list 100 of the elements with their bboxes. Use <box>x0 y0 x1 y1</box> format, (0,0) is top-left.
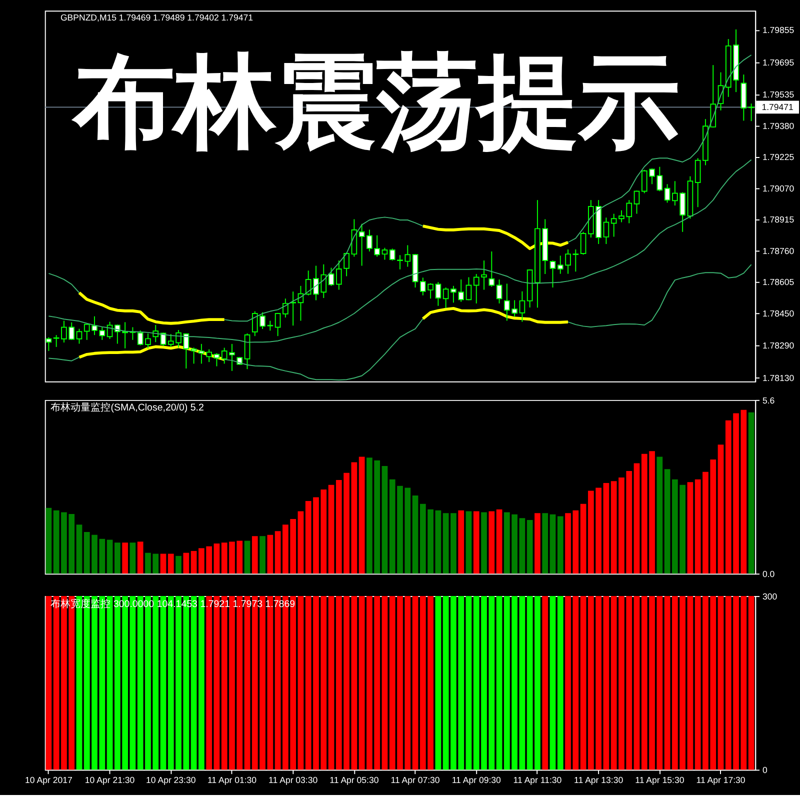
y-tick-label: 1.79225 <box>762 152 794 162</box>
bar <box>114 542 120 574</box>
bar <box>748 412 754 574</box>
y-tick-label: 0 <box>762 765 768 776</box>
bar <box>358 456 365 574</box>
bar <box>122 542 128 574</box>
candlestick <box>488 250 495 288</box>
candlestick <box>382 247 388 260</box>
x-tick-label: 10 Apr 21:30 <box>84 774 135 785</box>
x-tick-label: 11 Apr 03:30 <box>268 774 318 785</box>
bar <box>46 508 52 574</box>
x-tick-label: 10 Apr 23:30 <box>146 774 196 785</box>
bar <box>267 534 274 574</box>
bar <box>160 554 166 574</box>
bar <box>526 520 533 574</box>
bar <box>183 552 190 574</box>
bar <box>106 540 113 574</box>
bar <box>442 513 449 574</box>
bar <box>534 513 540 574</box>
bar <box>580 504 586 574</box>
bar <box>260 536 266 574</box>
bar <box>542 513 548 574</box>
bar <box>718 444 724 574</box>
x-tick-label: 11 Apr 17:30 <box>696 774 746 785</box>
bar <box>488 511 495 574</box>
bar <box>76 524 82 574</box>
bar <box>656 456 663 574</box>
bar <box>466 511 472 574</box>
y-tick-label: 1.78915 <box>762 214 794 225</box>
y-tick-label: 0.0 <box>762 569 775 580</box>
candlestick <box>442 287 449 309</box>
y-tick-label: 5.6 <box>762 395 775 406</box>
y-tick-label: 300 <box>762 591 778 602</box>
bar <box>519 518 526 574</box>
bar <box>412 495 418 574</box>
candlestick <box>328 267 334 286</box>
bar <box>458 510 464 574</box>
y-tick-label: 1.79535 <box>762 90 794 100</box>
candlestick <box>358 223 365 266</box>
bar <box>450 513 456 574</box>
candlestick <box>274 312 281 337</box>
bar <box>634 463 640 574</box>
bar <box>252 536 258 574</box>
candlestick <box>76 328 82 344</box>
x-tick-label: 11 Apr 15:30 <box>635 774 684 785</box>
bar <box>481 512 487 574</box>
bar <box>351 462 358 574</box>
candlestick <box>435 282 442 306</box>
candlestick <box>282 298 288 318</box>
bar <box>298 511 304 574</box>
ref-line-label: 1.79471 <box>762 102 794 112</box>
bar <box>664 469 670 574</box>
y-tick-label: 1.78290 <box>762 340 794 351</box>
bar <box>382 466 388 574</box>
chart-subtitle: GBPNZD,M15 1.79469 1.79489 1.79402 1.79471 <box>60 12 254 22</box>
y-tick-label: 1.78130 <box>762 372 794 383</box>
y-tick-label: 1.79380 <box>762 120 794 131</box>
candlestick <box>634 190 640 214</box>
candlestick <box>190 347 197 364</box>
bar <box>168 554 174 574</box>
candlestick <box>603 217 610 244</box>
bar <box>435 510 442 574</box>
x-tick-label: 11 Apr 05:30 <box>330 774 379 785</box>
x-tick-label: 11 Apr 11:30 <box>513 774 562 785</box>
y-tick-label: 1.79070 <box>762 183 794 194</box>
x-tick-label: 11 Apr 07:30 <box>390 774 440 785</box>
bar <box>214 544 220 574</box>
x-tick-label: 11 Apr 01:30 <box>207 774 257 785</box>
bar <box>274 531 281 574</box>
candlestick <box>550 260 556 288</box>
bar <box>550 514 556 574</box>
y-tick-label: 1.78760 <box>762 246 794 256</box>
bar <box>328 484 334 574</box>
x-tick-label: 10 Apr 2017 <box>25 774 72 785</box>
bar <box>176 556 182 574</box>
bar <box>244 540 250 574</box>
bar <box>603 483 610 574</box>
bar <box>137 542 144 574</box>
candlestick <box>466 276 472 301</box>
y-tick-label: 1.79695 <box>762 57 794 68</box>
candlestick <box>290 291 296 326</box>
candlestick <box>580 231 586 256</box>
candlestick <box>214 352 220 367</box>
bar <box>557 516 564 574</box>
candlestick <box>748 103 754 122</box>
chart-title: 布林动量监控(SMA,Close,20/0) 5.2 <box>50 402 204 414</box>
bar <box>130 542 136 574</box>
y-tick-label: 1.79855 <box>762 25 794 36</box>
bar <box>190 550 197 574</box>
candlestick <box>519 290 526 322</box>
bar <box>473 511 480 574</box>
candlestick <box>244 332 250 370</box>
candlestick <box>496 278 502 304</box>
x-tick-label: 11 Apr 09:30 <box>452 774 502 785</box>
candlestick <box>664 184 670 204</box>
x-tick-label: 11 Apr 13:30 <box>574 774 624 785</box>
y-tick-label: 1.78605 <box>762 277 794 288</box>
y-tick-label: 1.78450 <box>762 308 794 318</box>
bar <box>687 482 694 574</box>
bar <box>496 509 502 574</box>
